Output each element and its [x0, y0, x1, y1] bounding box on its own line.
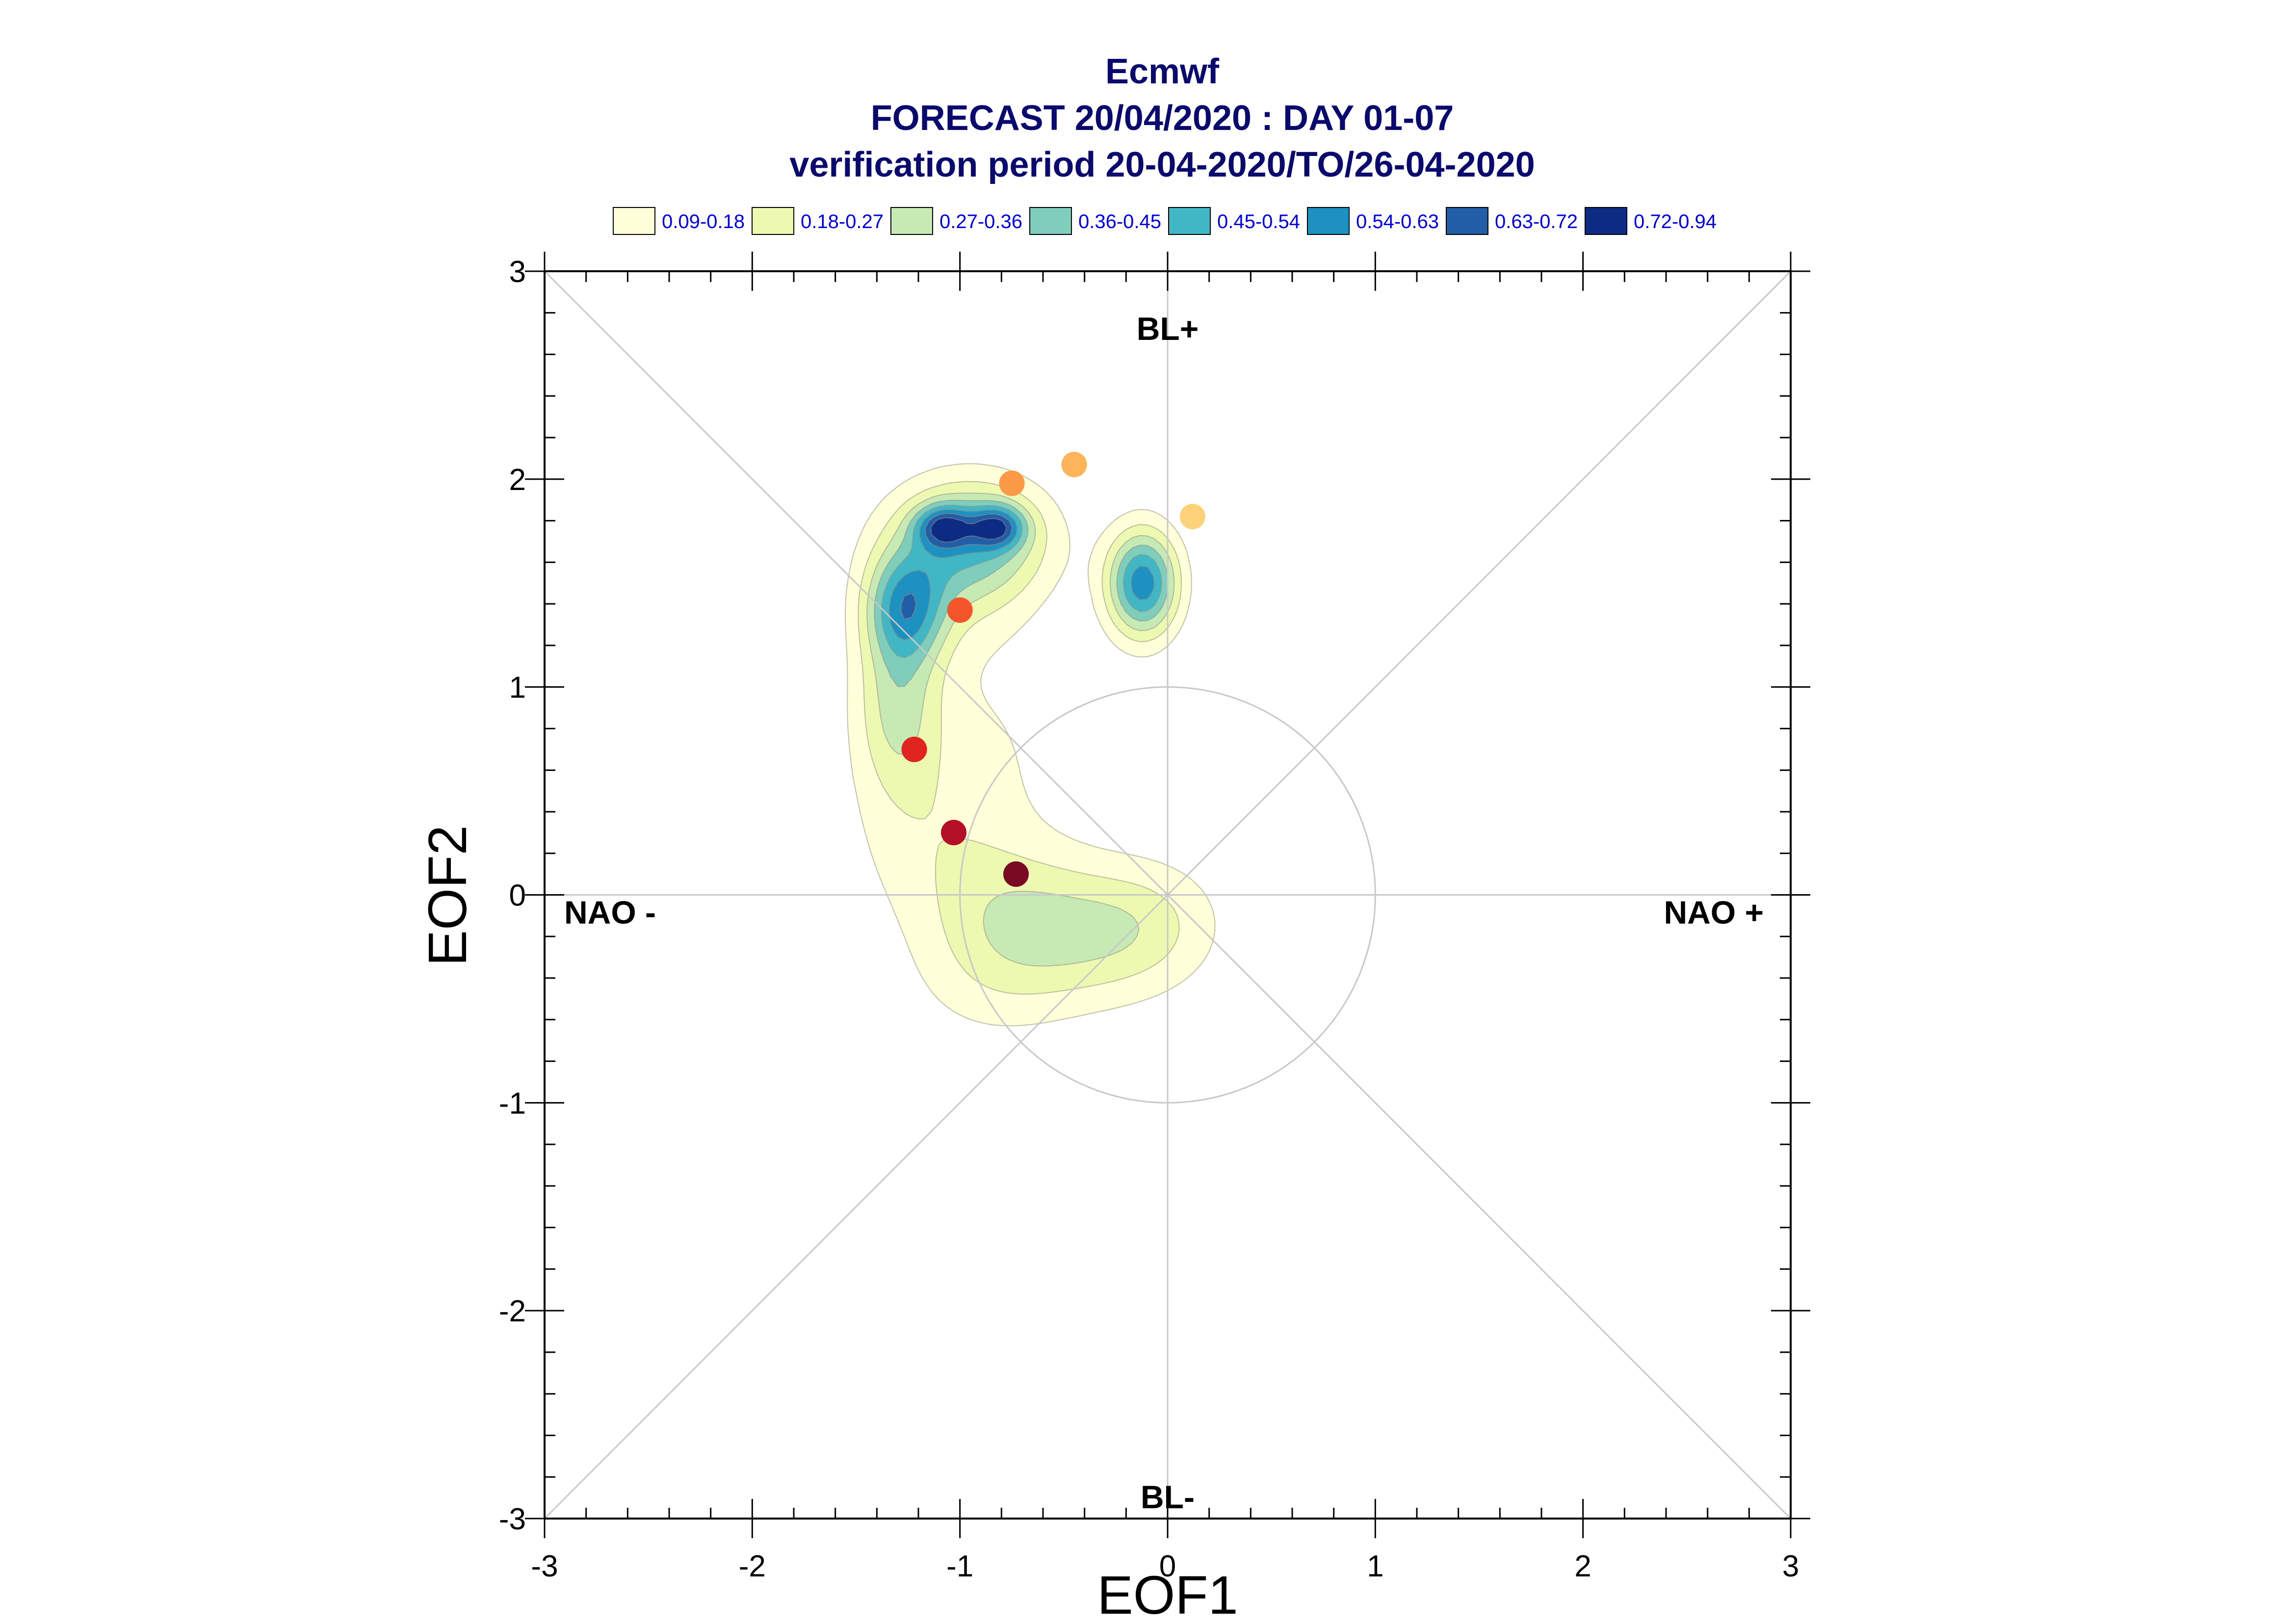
regime-label-nao-minus: NAO - — [564, 894, 656, 930]
legend-swatch — [1307, 207, 1350, 235]
title-line-1: Ecmwf — [1105, 52, 1220, 91]
y-tick-label: 1 — [509, 671, 526, 705]
y-tick-label: 2 — [509, 463, 526, 497]
legend-swatch — [1029, 207, 1072, 235]
density-contour — [874, 500, 1169, 687]
regime-label-nao-plus: NAO + — [1664, 894, 1764, 930]
axes: -3 -2 -1 0 1 2 3 -3 -2 -1 0 1 2 3 — [499, 252, 1810, 1583]
legend-swatch — [1446, 207, 1488, 235]
regime-labels: BL+ BL- NAO - NAO + — [564, 310, 1764, 1515]
data-point-3 — [999, 470, 1025, 496]
regime-label-bl-minus: BL- — [1141, 1479, 1195, 1515]
data-point-2 — [1179, 504, 1205, 530]
legend-label: 0.72-0.94 — [1634, 211, 1717, 232]
density-contour — [930, 517, 1008, 543]
legend-swatch — [1585, 207, 1627, 235]
x-tick-label: -1 — [946, 1549, 973, 1583]
data-point-1 — [1061, 452, 1087, 478]
data-point-5 — [901, 736, 927, 762]
x-tick-label: 2 — [1574, 1549, 1591, 1583]
x-tick-label: 1 — [1367, 1549, 1383, 1583]
data-point-6 — [940, 820, 966, 846]
legend-label: 0.27-0.36 — [939, 211, 1022, 232]
x-tick-label: 0 — [1159, 1549, 1176, 1583]
guide-lines — [544, 270, 1792, 1520]
legend-swatch — [613, 207, 655, 235]
x-tick-label: -3 — [531, 1549, 558, 1583]
regime-label-bl-plus: BL+ — [1137, 310, 1199, 347]
density-layer — [845, 463, 1216, 1027]
title-line-3: verification period 20-04-2020/TO/26-04-… — [789, 145, 1535, 184]
legend-swatch — [1168, 207, 1211, 235]
density-contour — [888, 509, 1155, 641]
legend-label: 0.18-0.27 — [801, 211, 884, 232]
y-tick-label: -1 — [499, 1086, 526, 1120]
unit-circle — [959, 686, 1376, 1104]
density-contour — [858, 481, 1182, 995]
density-contour — [900, 513, 1013, 620]
title-line-2: FORECAST 20/04/2020 : DAY 01-07 — [871, 99, 1454, 138]
density-contour — [881, 505, 1162, 658]
density-contour — [845, 463, 1216, 1027]
y-tick-label: 3 — [509, 255, 526, 289]
y-tick-label: -3 — [499, 1502, 526, 1536]
legend-label: 0.45-0.54 — [1217, 211, 1300, 232]
legend-label: 0.63-0.72 — [1495, 211, 1578, 232]
x-axis-title: EOF1 — [1097, 1565, 1238, 1624]
legend-label: 0.09-0.18 — [662, 211, 745, 232]
data-point-4 — [947, 597, 973, 623]
data-point-7 — [1003, 861, 1029, 887]
x-tick-label: -2 — [739, 1549, 766, 1583]
y-axis-title: EOF2 — [417, 825, 478, 966]
legend-swatch — [890, 207, 933, 235]
legend-swatch — [752, 207, 794, 235]
y-tick-label: 0 — [509, 879, 526, 913]
points-layer — [901, 452, 1205, 887]
legend-label: 0.36-0.45 — [1078, 211, 1161, 232]
legend: 0.09-0.18 0.18-0.27 0.27-0.36 0.36-0.45 0.45… — [613, 207, 1717, 235]
legend-label: 0.54-0.63 — [1356, 211, 1439, 232]
chart-title: Ecmwf FORECAST 20/04/2020 : DAY 01-07 ve… — [789, 52, 1535, 184]
y-tick-label: -2 — [499, 1294, 526, 1328]
x-tick-label: 3 — [1782, 1549, 1799, 1583]
